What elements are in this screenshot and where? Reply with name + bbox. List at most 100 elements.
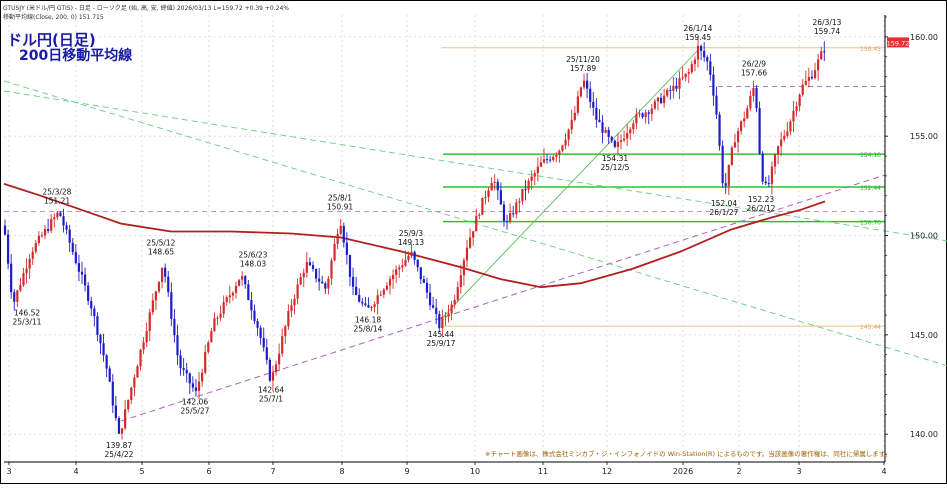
candle-body [142, 342, 145, 350]
candle [19, 277, 22, 293]
candle [632, 120, 635, 134]
candle [432, 296, 435, 309]
candle [278, 343, 281, 372]
candle [521, 188, 524, 205]
candle-body [607, 129, 610, 137]
candle-body [160, 267, 164, 282]
candle [666, 88, 669, 98]
candle-body [111, 381, 114, 406]
candle [681, 67, 684, 81]
candle [401, 258, 404, 273]
candle [533, 169, 536, 186]
candle [438, 310, 441, 333]
candle [582, 73, 586, 90]
candle-body [151, 300, 154, 313]
candle [228, 285, 231, 304]
candle [314, 268, 318, 283]
candle-body [490, 182, 493, 191]
candle-body [96, 316, 99, 335]
candle-body [496, 181, 499, 191]
candle-body [130, 387, 133, 400]
candle [253, 304, 256, 325]
x-tick-label: 2 [736, 467, 741, 476]
candle [370, 305, 373, 312]
candle-body [25, 268, 28, 274]
candle [478, 212, 481, 220]
candle-body [234, 285, 238, 293]
candle [345, 232, 348, 265]
x-tick-label: 7 [270, 467, 275, 476]
candle-body [598, 119, 601, 123]
candle [59, 211, 62, 217]
candle [117, 416, 121, 435]
candle-body [567, 129, 570, 140]
candle-body [780, 139, 783, 147]
candle [167, 270, 170, 297]
candle-body [16, 290, 19, 302]
candle [601, 115, 604, 144]
candle-body [398, 267, 401, 270]
annotation-price: 157.89 [570, 64, 596, 73]
candle [598, 109, 601, 123]
candle [629, 127, 632, 140]
grid [4, 15, 885, 462]
candle [355, 276, 358, 296]
annotation-date: 25/11/20 [566, 55, 600, 64]
candle-body [521, 188, 524, 202]
candle [475, 208, 478, 232]
candle [656, 96, 660, 111]
candle [740, 120, 743, 135]
candle-body [379, 294, 382, 296]
candle [515, 198, 518, 219]
candle-body [358, 295, 361, 302]
candle [626, 124, 629, 146]
candle-body [475, 215, 478, 232]
candle [545, 154, 549, 164]
candle-body [225, 297, 228, 303]
candle [358, 288, 361, 303]
candle [635, 108, 638, 130]
candle [330, 258, 333, 285]
candle [684, 73, 687, 82]
y-tick-label: 155.00 [910, 132, 938, 141]
candle [441, 309, 444, 338]
candle-body [182, 368, 185, 370]
candle-body [407, 255, 410, 260]
candle [339, 219, 342, 236]
candle [284, 324, 287, 344]
annotation-date: 25/5/12 [147, 238, 176, 247]
candle-body [558, 150, 561, 156]
candle [659, 93, 663, 105]
level-label: 152.44 [860, 185, 881, 192]
candle [321, 275, 324, 284]
candle [210, 327, 213, 343]
candle-body [527, 180, 530, 190]
candle [185, 362, 188, 383]
candle [736, 127, 740, 153]
candle-body [724, 183, 727, 186]
candle-body [586, 80, 589, 89]
candle-body [222, 302, 225, 314]
candle [786, 121, 789, 139]
candle-body [133, 377, 136, 388]
x-tick-label: 3 [796, 467, 801, 476]
candle [16, 289, 19, 308]
candle [105, 353, 108, 378]
candle [703, 42, 706, 62]
candle [305, 252, 308, 278]
candle [271, 365, 275, 392]
candle [302, 268, 305, 288]
candle-body [795, 106, 798, 111]
candle [524, 179, 527, 201]
candle-body [472, 231, 475, 238]
candle [96, 312, 99, 342]
candle [176, 324, 179, 365]
candle-body [50, 219, 53, 231]
annotation-price: 152.23 [748, 195, 774, 204]
candle-body [47, 228, 50, 231]
candle [367, 297, 370, 308]
candle [90, 296, 93, 317]
